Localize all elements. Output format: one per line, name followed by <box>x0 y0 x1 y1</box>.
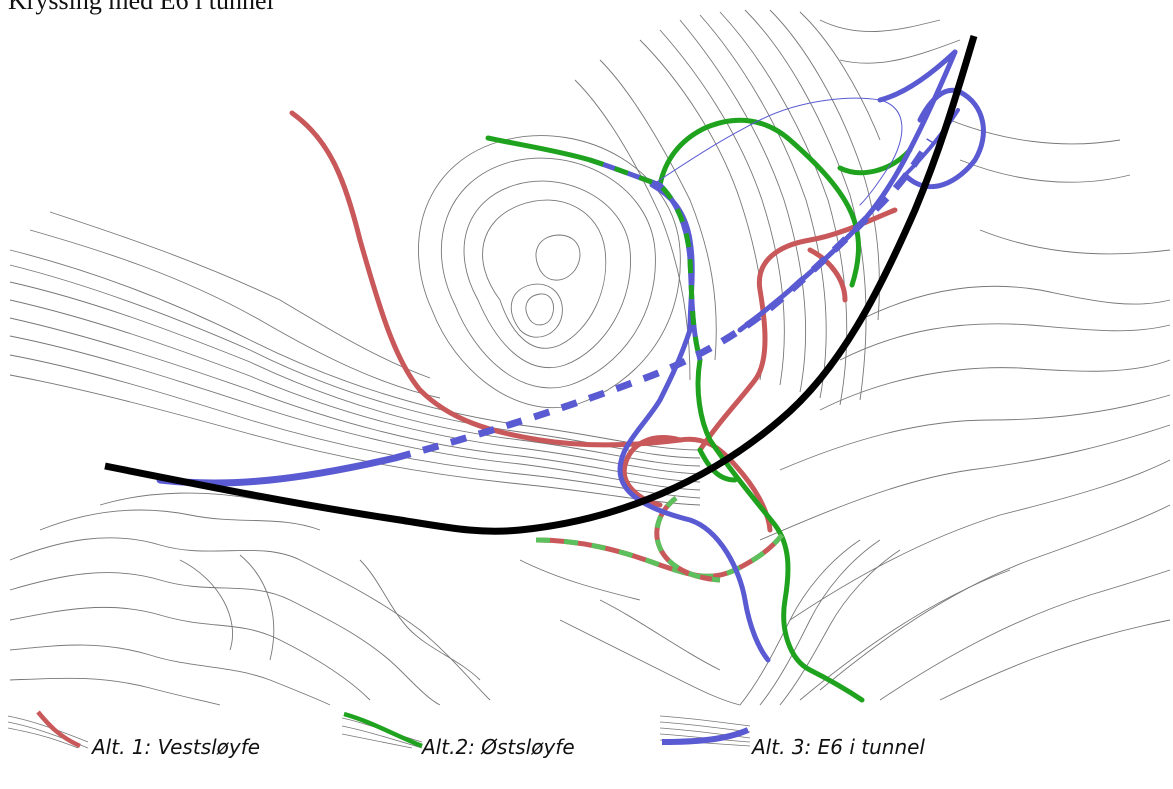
legend-swatch-alt2 <box>341 711 423 749</box>
legend-swatch-alt3 <box>659 715 751 747</box>
legend-label-alt3: Alt. 3: E6 i tunnel <box>752 735 925 759</box>
map-title: Kryssing med E6 i tunnel <box>8 0 274 15</box>
legend-swatch-alt1 <box>7 710 89 749</box>
legend-label-alt1: Alt. 1: Vestsløyfe <box>92 735 261 759</box>
terrain-contours <box>9 9 1171 706</box>
shared-alt1-alt2-segments <box>535 496 784 583</box>
shared-alt2-alt3-segments <box>589 157 703 361</box>
alt2-ostsloyfe-route <box>485 117 913 703</box>
legend-label-alt2: Alt.2: Østsløyfe <box>422 735 575 759</box>
existing-e6-road <box>104 35 978 535</box>
